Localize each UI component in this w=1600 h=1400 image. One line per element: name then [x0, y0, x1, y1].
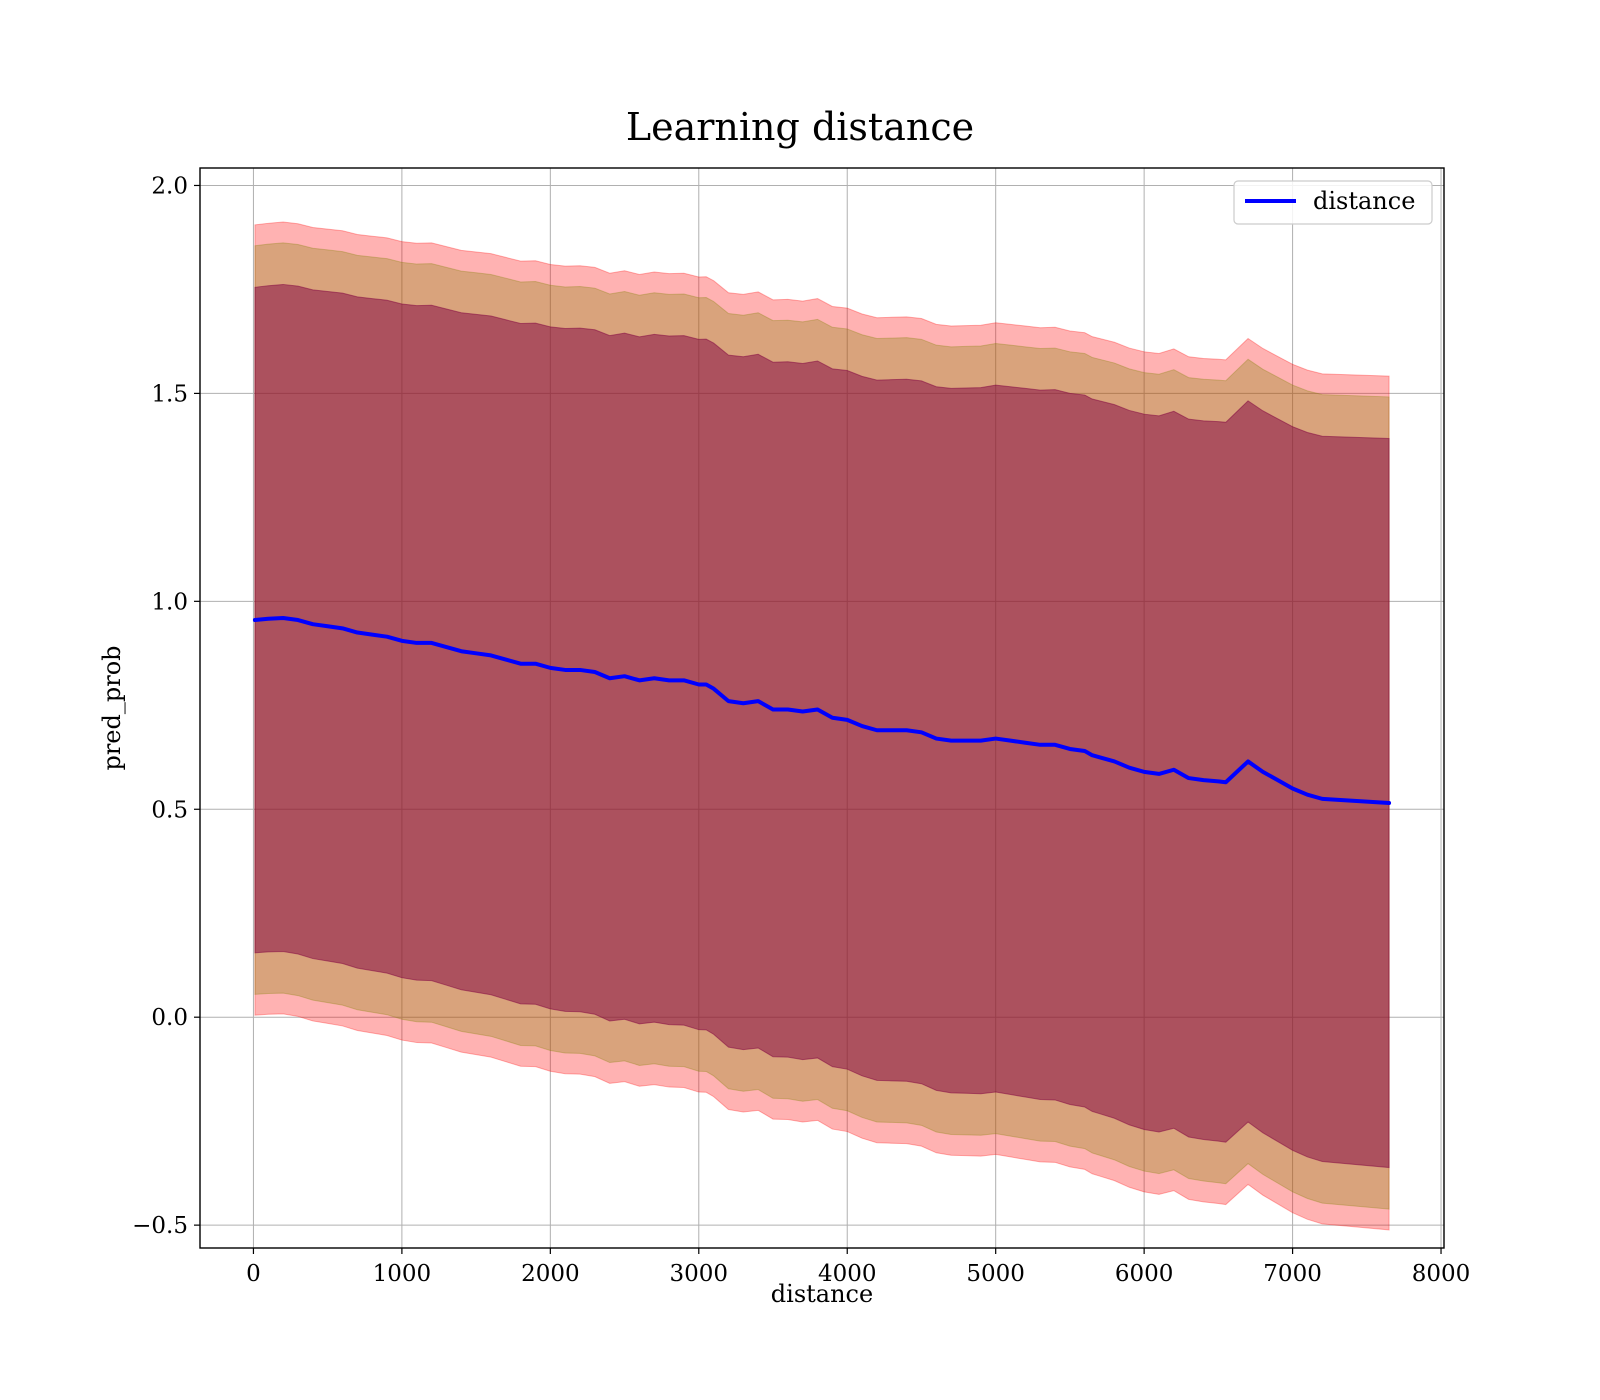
legend: distance — [1233, 180, 1433, 225]
x-tick-label: 5000 — [966, 1261, 1025, 1287]
y-tick-label: 0.0 — [151, 1005, 188, 1031]
x-tick-label: 3000 — [670, 1261, 729, 1287]
y-axis-ticks: −0.5 0.0 0.5 1.0 1.5 2.0 — [132, 173, 200, 1239]
x-tick-label: 6000 — [1115, 1261, 1174, 1287]
legend-label-distance: distance — [1313, 187, 1415, 215]
x-tick-label: 1000 — [373, 1261, 432, 1287]
uncertainty-bands — [254, 221, 1390, 1231]
series-lines — [252, 615, 1392, 806]
plot-frame — [199, 167, 1445, 1249]
y-tick-label: −0.5 — [132, 1213, 188, 1239]
x-tick-label: 4000 — [818, 1261, 877, 1287]
x-tick-label: 2000 — [521, 1261, 580, 1287]
x-tick-label: 0 — [246, 1261, 261, 1287]
x-axis-ticks: 0 1000 2000 3000 4000 5000 6000 7000 8000 — [246, 1248, 1470, 1287]
x-axis-label: distance — [771, 1280, 873, 1308]
x-tick-label: 8000 — [1412, 1261, 1471, 1287]
series-line-distance — [252, 615, 1392, 806]
band-inner — [254, 283, 1390, 1169]
y-tick-label: 1.0 — [151, 589, 188, 615]
x-tick-label: 7000 — [1263, 1261, 1322, 1287]
y-tick-label: 0.5 — [151, 797, 188, 823]
y-tick-label: 1.5 — [151, 381, 188, 407]
chart-title: Learning distance — [626, 105, 974, 149]
y-axis-label: pred_prob — [98, 645, 126, 770]
legend-box — [1233, 180, 1433, 225]
y-tick-label: 2.0 — [151, 173, 188, 199]
